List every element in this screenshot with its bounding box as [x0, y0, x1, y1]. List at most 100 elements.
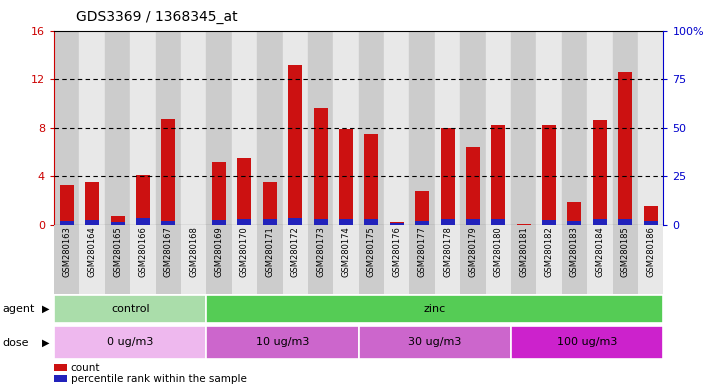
Bar [441, 219, 454, 225]
Bar [390, 222, 404, 225]
Text: GSM280172: GSM280172 [291, 226, 300, 277]
Bar [619, 72, 632, 225]
Bar [257, 31, 283, 225]
Text: zinc: zinc [424, 303, 446, 313]
Text: GSM280167: GSM280167 [164, 226, 173, 277]
Bar [339, 129, 353, 225]
Bar [511, 326, 663, 359]
Bar [131, 31, 156, 225]
Bar [110, 216, 125, 225]
Bar [542, 220, 556, 225]
Bar [358, 31, 384, 225]
Bar [79, 31, 105, 225]
Text: dose: dose [2, 338, 29, 348]
Bar [359, 225, 384, 294]
Bar [308, 31, 333, 225]
Bar [587, 31, 613, 225]
Bar [415, 191, 429, 225]
Bar [460, 225, 486, 294]
Bar [314, 108, 327, 225]
Bar [358, 326, 511, 359]
Bar [156, 225, 181, 294]
Bar [593, 219, 607, 225]
Bar [486, 31, 511, 225]
Bar [54, 31, 79, 225]
Bar [288, 65, 302, 225]
Bar [231, 225, 257, 294]
Bar [562, 31, 587, 225]
Bar [60, 185, 74, 225]
Text: 100 ug/m3: 100 ug/m3 [557, 337, 617, 347]
Bar [54, 326, 206, 359]
Text: GSM280183: GSM280183 [570, 226, 579, 277]
Text: GSM280174: GSM280174 [342, 226, 350, 277]
Bar [206, 225, 231, 294]
Text: agent: agent [2, 304, 35, 314]
Bar [511, 225, 536, 294]
Text: GSM280169: GSM280169 [215, 226, 224, 277]
Bar [212, 162, 226, 225]
Bar [517, 224, 531, 225]
Bar [105, 31, 131, 225]
Bar [333, 225, 358, 294]
Bar [441, 127, 454, 225]
Bar [410, 225, 435, 294]
Bar [85, 220, 99, 225]
Text: count: count [71, 363, 100, 373]
Text: GSM280163: GSM280163 [62, 226, 71, 277]
Text: GSM280180: GSM280180 [494, 226, 503, 277]
Bar [231, 31, 257, 225]
Bar [283, 31, 308, 225]
Bar [206, 31, 231, 225]
Text: ▶: ▶ [42, 304, 49, 314]
Bar [466, 219, 480, 225]
Bar [491, 219, 505, 225]
Bar [263, 182, 277, 225]
Bar [237, 158, 252, 225]
Text: GSM280166: GSM280166 [138, 226, 147, 277]
Bar [384, 31, 410, 225]
Text: GSM280186: GSM280186 [646, 226, 655, 277]
Text: GSM280176: GSM280176 [392, 226, 402, 277]
Text: control: control [111, 303, 149, 313]
Bar [288, 218, 302, 225]
Bar [60, 221, 74, 225]
Text: GDS3369 / 1368345_at: GDS3369 / 1368345_at [76, 10, 237, 23]
Bar [511, 31, 536, 225]
Text: GSM280177: GSM280177 [417, 226, 427, 277]
Bar [435, 31, 460, 225]
Bar [339, 219, 353, 225]
Bar [567, 221, 581, 225]
Text: GSM280173: GSM280173 [316, 226, 325, 277]
Bar [206, 295, 663, 323]
Bar [131, 225, 156, 294]
Text: GSM280171: GSM280171 [265, 226, 275, 277]
Bar [283, 225, 308, 294]
Bar [79, 225, 105, 294]
Bar [308, 225, 333, 294]
Bar [206, 326, 358, 359]
Bar [136, 175, 150, 225]
Bar [162, 119, 175, 225]
Bar [562, 225, 587, 294]
Bar [613, 31, 638, 225]
Bar [644, 221, 658, 225]
Text: ▶: ▶ [42, 338, 49, 348]
Bar [638, 225, 663, 294]
Text: GSM280184: GSM280184 [596, 226, 604, 277]
Bar [613, 225, 638, 294]
Bar [644, 207, 658, 225]
Text: GSM280168: GSM280168 [189, 226, 198, 277]
Text: GSM280175: GSM280175 [367, 226, 376, 277]
Bar [466, 147, 480, 225]
Text: 10 ug/m3: 10 ug/m3 [256, 337, 309, 347]
Bar [384, 225, 410, 294]
Bar [460, 31, 486, 225]
Bar [181, 225, 206, 294]
Bar [364, 219, 379, 225]
Bar [257, 225, 283, 294]
Bar [181, 31, 206, 225]
Bar [587, 225, 613, 294]
Bar [54, 225, 79, 294]
Bar [491, 125, 505, 225]
